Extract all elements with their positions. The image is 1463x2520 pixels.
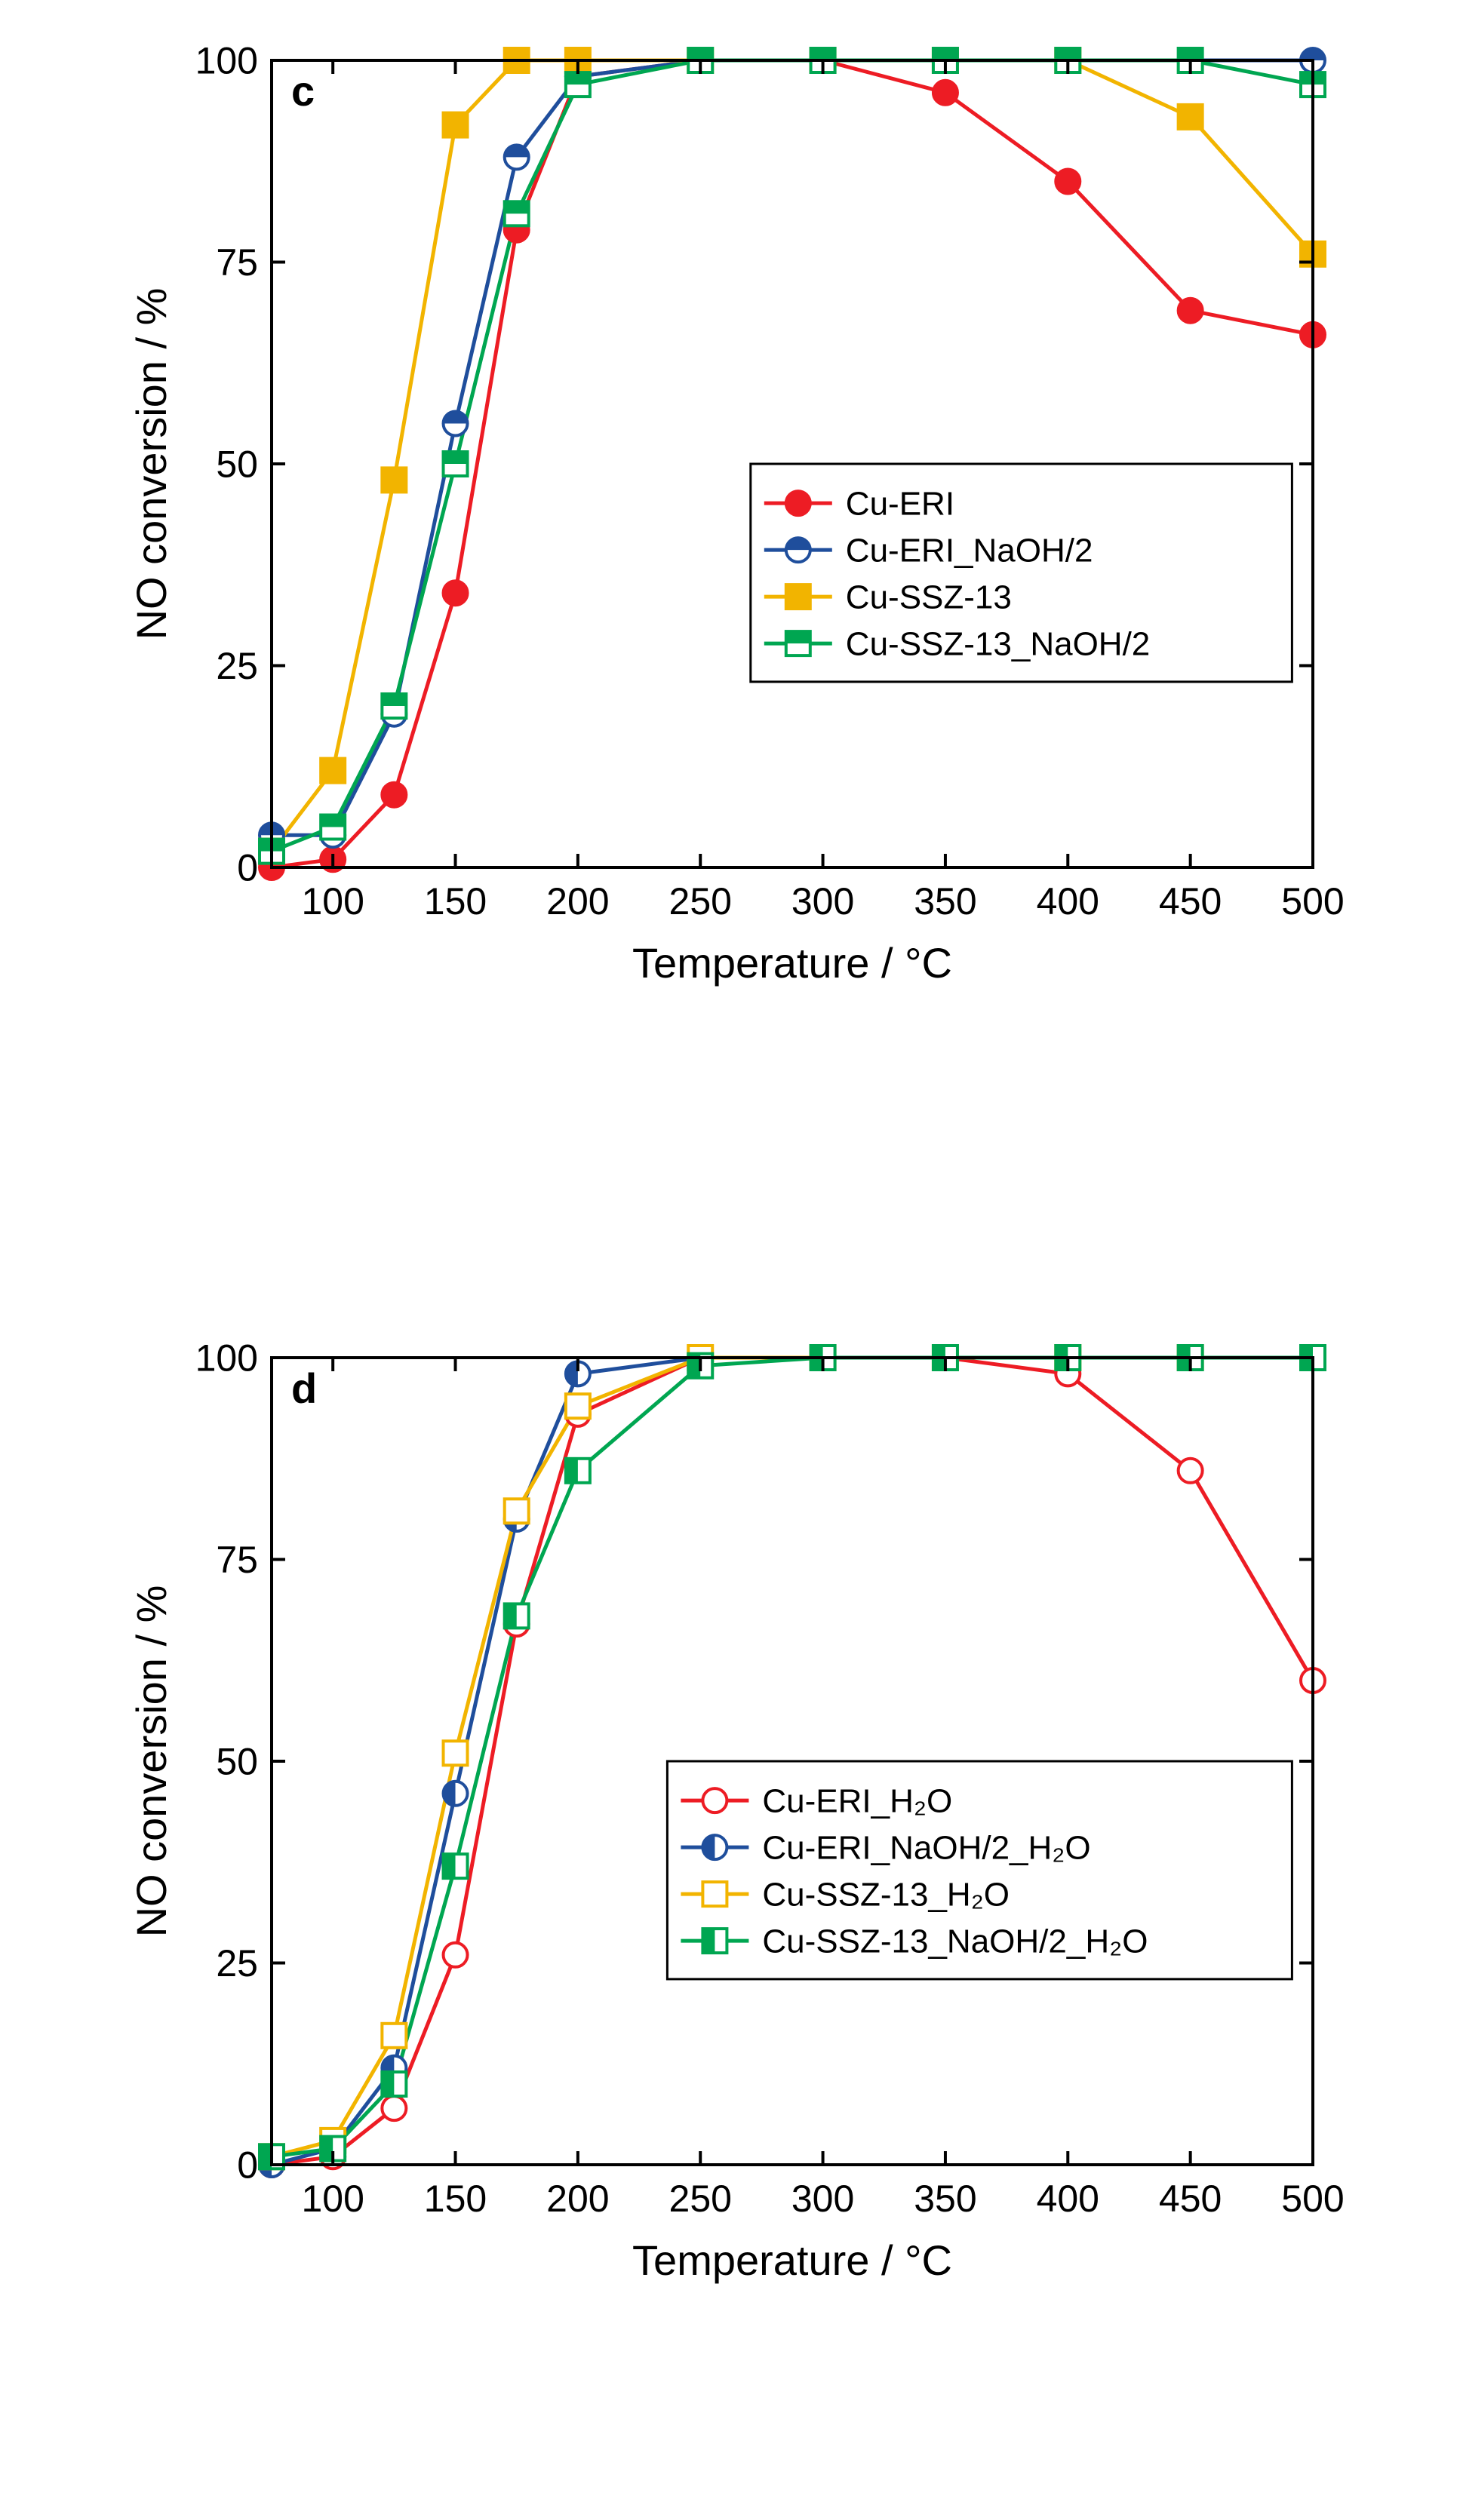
page: 100 150 200 250 300 350 400 450 500 0 25 50 75 100 Tem… [0,0,1463,2520]
x-tick-label: 450 [1159,2178,1222,2220]
x-tick-label: 400 [1037,2178,1099,2220]
x-tick-label: 100 [301,2178,364,2220]
legend-label: Cu-ERI_NaOH/2_H₂O [762,1830,1090,1867]
legend-label: Cu-SSZ-13_NaOH/2_H₂O [762,1923,1148,1960]
y-tick-label: 100 [195,1337,258,1380]
x-tick-label: 300 [791,2178,854,2220]
y-tick-label: 25 [216,1942,258,1984]
y-tick-label: 50 [216,1741,258,1783]
panel-label: d [291,1364,317,1412]
chart-d: 100 150 200 250 300 350 400 450 500 0 25 50 75 100 Tem… [0,0,1463,2520]
chart-d-svg: 100 150 200 250 300 350 400 450 500 0 25 50 75 100 Tem… [0,0,1463,2520]
x-tick-label: 500 [1281,2178,1344,2220]
y-tick-label: 75 [216,1539,258,1581]
y-tick-label: 0 [237,2144,258,2187]
x-axis-label: Temperature / °C [632,2236,952,2284]
legend-label: Cu-SSZ-13_H₂O [762,1877,1010,1914]
legend-label: Cu-ERI_H₂O [762,1783,952,1820]
x-tick-label: 250 [669,2178,732,2220]
x-tick-label: 200 [546,2178,609,2220]
y-axis-label: NO conversion / % [128,1585,175,1938]
x-tick-label: 350 [914,2178,976,2220]
x-tick-label: 150 [424,2178,487,2220]
